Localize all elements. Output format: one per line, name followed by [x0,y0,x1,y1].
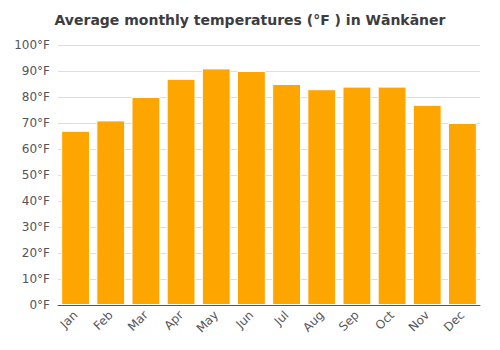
svg-text:Average monthly temperatures (: Average monthly temperatures (°F ) in Wā… [55,12,446,28]
svg-text:0°F: 0°F [29,298,50,312]
svg-text:Nov: Nov [406,308,432,334]
svg-text:Jun: Jun [233,308,257,332]
svg-text:Oct: Oct [372,308,397,333]
svg-text:20°F: 20°F [22,246,50,260]
svg-text:Feb: Feb [91,308,116,333]
svg-text:90°F: 90°F [22,64,50,78]
svg-text:80°F: 80°F [22,90,50,104]
svg-text:Jan: Jan [57,308,81,332]
svg-text:Apr: Apr [161,308,186,333]
svg-text:40°F: 40°F [22,194,50,208]
svg-text:10°F: 10°F [22,272,50,286]
svg-text:60°F: 60°F [22,142,50,156]
svg-text:Jul: Jul [271,308,292,329]
svg-text:Dec: Dec [441,308,467,334]
svg-text:100°F: 100°F [14,38,50,52]
svg-text:Aug: Aug [300,308,326,334]
svg-text:70°F: 70°F [22,116,50,130]
svg-text:Sep: Sep [336,308,362,334]
svg-text:50°F: 50°F [22,168,50,182]
svg-text:30°F: 30°F [22,220,50,234]
svg-text:May: May [194,308,221,335]
svg-text:Mar: Mar [125,308,151,334]
